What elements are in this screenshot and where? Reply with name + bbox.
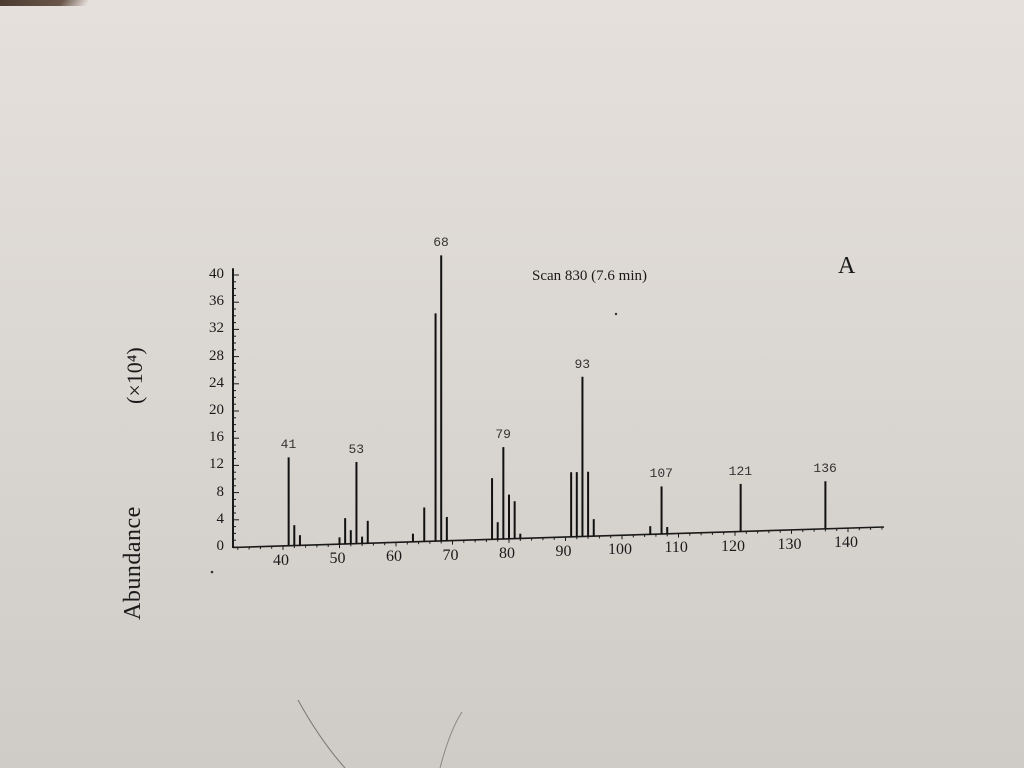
y-tick-label: 4	[216, 510, 225, 527]
x-axis-line	[232, 526, 885, 549]
paper-crease	[439, 711, 463, 768]
y-axis-label: Abundance	[120, 506, 146, 620]
y-axis-unit: (×10⁴)	[122, 347, 147, 404]
x-tick-label: 110	[664, 539, 688, 557]
y-tick-label: 20	[209, 402, 224, 418]
x-tick-label: 60	[386, 548, 402, 566]
peak-label: 136	[813, 461, 837, 477]
y-tick-label: 36	[209, 293, 224, 310]
y-tick-label: 16	[209, 429, 224, 446]
peak-label: 53	[348, 442, 365, 457]
stray-dot	[614, 312, 618, 316]
axes	[232, 268, 885, 550]
x-tick-label: 50	[329, 550, 346, 568]
y-tick-label: 8	[216, 483, 225, 500]
peak-label: 68	[433, 235, 449, 251]
panel-letter: A	[838, 253, 856, 279]
x-tick-label: 130	[777, 535, 802, 553]
x-tick-label: 140	[834, 534, 858, 552]
paper-crease	[297, 699, 346, 768]
peak-label: 93	[574, 356, 591, 372]
y-tick-label: 32	[209, 320, 224, 337]
y-tick-label: 24	[209, 374, 224, 391]
x-tick-label: 40	[273, 551, 289, 569]
x-tick-label: 100	[608, 541, 632, 559]
peak-label: 121	[728, 463, 753, 479]
x-tick-label: 70	[442, 546, 459, 564]
y-tick-label: 28	[209, 347, 224, 364]
x-tick-label: 120	[721, 537, 745, 555]
y-tick-label: 0	[216, 538, 225, 554]
x-tick-label: 90	[555, 543, 572, 561]
scan-label: Scan 830 (7.6 min)	[532, 268, 647, 284]
spectrum-peaks	[287, 255, 827, 546]
stray-dot	[210, 570, 214, 574]
x-tick-label: 80	[499, 544, 515, 562]
peak-label: 79	[495, 427, 511, 443]
peak-label: 107	[649, 466, 673, 482]
peak-label: 41	[280, 437, 297, 453]
y-tick-label: 12	[209, 456, 224, 473]
y-tick-label: 40	[209, 266, 224, 282]
